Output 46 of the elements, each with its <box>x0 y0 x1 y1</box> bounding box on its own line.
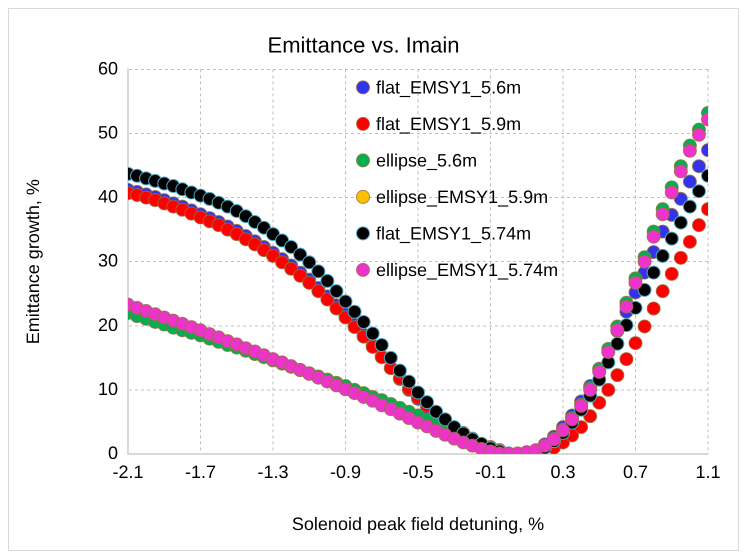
legend-label: flat_EMSY1_5.9m <box>376 114 522 134</box>
point <box>664 266 679 281</box>
point <box>656 284 670 298</box>
y-tick-label: 30 <box>98 250 118 271</box>
x-tick-label: -0.9 <box>330 462 362 482</box>
point <box>692 159 706 174</box>
point <box>293 268 308 283</box>
x-tick-label: 0.3 <box>550 462 576 482</box>
point <box>619 352 634 366</box>
x-axis-title: Solenoid peak field detuning, % <box>292 514 544 534</box>
x-tick-label: 0.7 <box>622 462 648 482</box>
point <box>320 292 334 307</box>
y-tick-label: 0 <box>108 442 118 463</box>
y-tick-label: 60 <box>98 58 118 78</box>
point <box>638 319 652 334</box>
legend-label: flat_EMSY1_5.6m <box>376 77 522 98</box>
y-tick-label: 10 <box>98 378 118 399</box>
point <box>682 234 697 249</box>
point <box>682 174 697 189</box>
x-tick-label: -0.5 <box>402 462 434 482</box>
point <box>275 255 290 270</box>
legend-label: ellipse_5.6m <box>376 150 478 170</box>
x-tick-label: -1.3 <box>257 462 289 482</box>
point <box>302 276 316 290</box>
chart-title: Emittance vs. Imain <box>268 32 460 58</box>
legend-label: ellipse_EMSY1_5.9m <box>376 186 548 207</box>
x-tick-label: 1.1 <box>695 462 721 482</box>
y-tick-label: 40 <box>98 186 118 207</box>
point <box>266 248 280 263</box>
x-tick-label: -0.1 <box>474 462 506 482</box>
y-tick-label: 20 <box>98 314 118 335</box>
y-tick-label: 50 <box>98 122 118 142</box>
point <box>601 382 616 397</box>
y-axis-title: Emittance growth, % <box>22 179 43 344</box>
point <box>646 301 661 316</box>
point <box>692 218 706 232</box>
x-tick-label: -2.1 <box>112 462 144 482</box>
point <box>628 336 642 350</box>
point <box>610 368 624 382</box>
point <box>674 250 688 265</box>
point <box>284 262 298 276</box>
point <box>592 396 606 410</box>
legend-label: flat_EMSY1_5.74m <box>376 223 532 244</box>
legend-label: ellipse_EMSY1_5.74m <box>376 260 558 280</box>
point <box>311 284 326 298</box>
x-tick-label: -1.7 <box>184 462 216 482</box>
